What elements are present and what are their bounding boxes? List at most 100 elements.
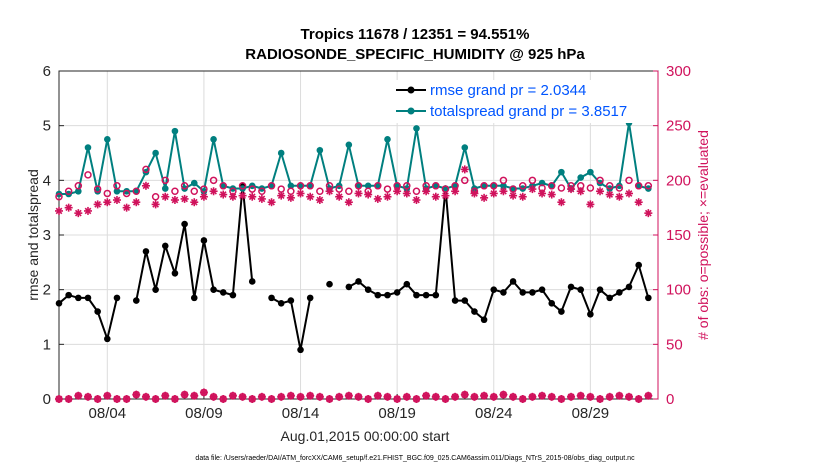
obs-evaluated-marker — [596, 187, 605, 196]
star-stroke — [567, 393, 575, 401]
obs-possible-marker — [634, 182, 643, 190]
obs-low-evaluated-marker — [335, 392, 344, 401]
rmse-point — [422, 291, 430, 299]
totalspread-point — [364, 182, 372, 190]
rmse-point — [451, 297, 459, 304]
star-stroke — [306, 392, 314, 400]
star-stroke — [210, 393, 217, 401]
star-stroke — [635, 198, 643, 206]
obs-low-evaluated-marker — [170, 395, 179, 403]
chart-title: Tropics 11678 / 12351 = 94.551% — [300, 26, 530, 43]
obs-evaluated-marker — [528, 185, 537, 194]
obs-possible-marker — [412, 187, 421, 196]
legend: rmse grand pr = 2.0344 totalspread grand… — [388, 80, 650, 123]
obs-evaluated-marker — [625, 189, 634, 198]
obs-possible-marker — [557, 184, 566, 192]
totalspread-point — [171, 127, 179, 135]
rmse-point — [393, 289, 401, 296]
star-stroke — [345, 198, 353, 206]
star-stroke — [297, 190, 304, 197]
obs-possible-marker — [103, 189, 112, 198]
rmse-point — [587, 310, 594, 318]
obs-low-evaluated-marker — [509, 392, 518, 401]
obs-possible-marker — [74, 182, 83, 190]
rmse-point — [577, 286, 585, 293]
star-stroke — [258, 195, 266, 203]
obs-evaluated-marker — [605, 190, 614, 199]
obs-low-evaluated-marker — [373, 391, 382, 400]
obs-low-evaluated-marker — [499, 390, 508, 399]
x-tick-label: 08/19 — [378, 405, 416, 422]
obs-low-evaluated-marker — [132, 390, 141, 399]
obs-low-evaluated-marker — [634, 395, 643, 403]
star-stroke — [587, 201, 594, 208]
rmse-point — [509, 278, 517, 285]
rmse-point — [490, 286, 498, 293]
rmse-point — [606, 294, 613, 302]
obs-low-evaluated-marker — [83, 392, 92, 401]
obs-possible-marker — [461, 176, 469, 185]
obs-possible-marker — [64, 187, 73, 196]
series-layer — [55, 119, 653, 403]
star-stroke — [577, 392, 585, 400]
obs-low-evaluated-marker — [219, 395, 228, 403]
star-stroke — [229, 392, 237, 400]
totalspread-point — [104, 136, 111, 143]
obs-evaluated-marker — [74, 209, 83, 218]
obs-evaluated-marker — [499, 187, 508, 196]
obs-evaluated-marker — [190, 198, 199, 207]
rmse-point — [84, 294, 92, 302]
star-stroke — [615, 193, 623, 201]
legend-spread-label: totalspread grand pr = 3.8517 — [430, 103, 627, 120]
rmse-point — [55, 300, 63, 307]
obs-evaluated-marker — [132, 198, 141, 207]
star-stroke — [403, 190, 411, 197]
totalspread-point — [268, 182, 275, 190]
totalspread-point — [219, 182, 227, 190]
obs-evaluated-marker — [354, 189, 363, 198]
totalspread-point — [287, 182, 295, 190]
obs-evaluated-marker — [470, 189, 479, 198]
obs-possible-marker — [403, 182, 411, 190]
obs-possible-marker — [374, 182, 382, 190]
obs-possible-marker — [93, 185, 102, 193]
obs-evaluated-marker — [277, 191, 286, 200]
rmse-point — [374, 291, 382, 299]
obs-low-evaluated-marker — [383, 392, 392, 401]
star-stroke — [190, 198, 198, 206]
rmse-point — [548, 300, 556, 307]
obs-low-evaluated-marker — [190, 391, 199, 400]
totalspread-point — [123, 187, 130, 195]
x-tick-label: 08/04 — [89, 405, 127, 422]
obs-evaluated-marker — [112, 196, 121, 205]
obs-possible-marker — [132, 187, 141, 196]
star-stroke — [548, 393, 556, 401]
star-stroke — [306, 193, 314, 201]
obs-evaluated-marker — [451, 187, 460, 196]
star-stroke — [74, 392, 82, 400]
obs-evaluated-marker — [306, 192, 315, 201]
star-stroke — [74, 209, 82, 217]
totalspread-point — [306, 182, 314, 190]
obs-evaluated-marker — [83, 206, 92, 215]
obs-evaluated-marker — [170, 196, 179, 205]
obs-low-evaluated-marker — [576, 391, 585, 400]
obs-evaluated-marker — [586, 200, 595, 209]
star-stroke — [451, 187, 459, 195]
obs-possible-marker — [316, 187, 324, 196]
star-stroke — [277, 192, 285, 200]
obs-low-evaluated-marker — [596, 395, 605, 403]
obs-evaluated-marker — [93, 200, 102, 209]
rmse-point — [268, 294, 275, 302]
rmse-point — [171, 269, 179, 277]
obs-possible-marker — [238, 182, 247, 190]
star-stroke — [384, 193, 391, 201]
rmse-line — [58, 293, 118, 343]
obs-low-evaluated-marker — [209, 392, 218, 401]
star-stroke — [268, 198, 275, 206]
obs-possible-marker — [142, 165, 150, 174]
totalspread-point — [374, 182, 382, 190]
star-stroke — [132, 198, 140, 206]
obs-evaluated-marker — [267, 198, 276, 207]
star-stroke — [94, 395, 102, 403]
